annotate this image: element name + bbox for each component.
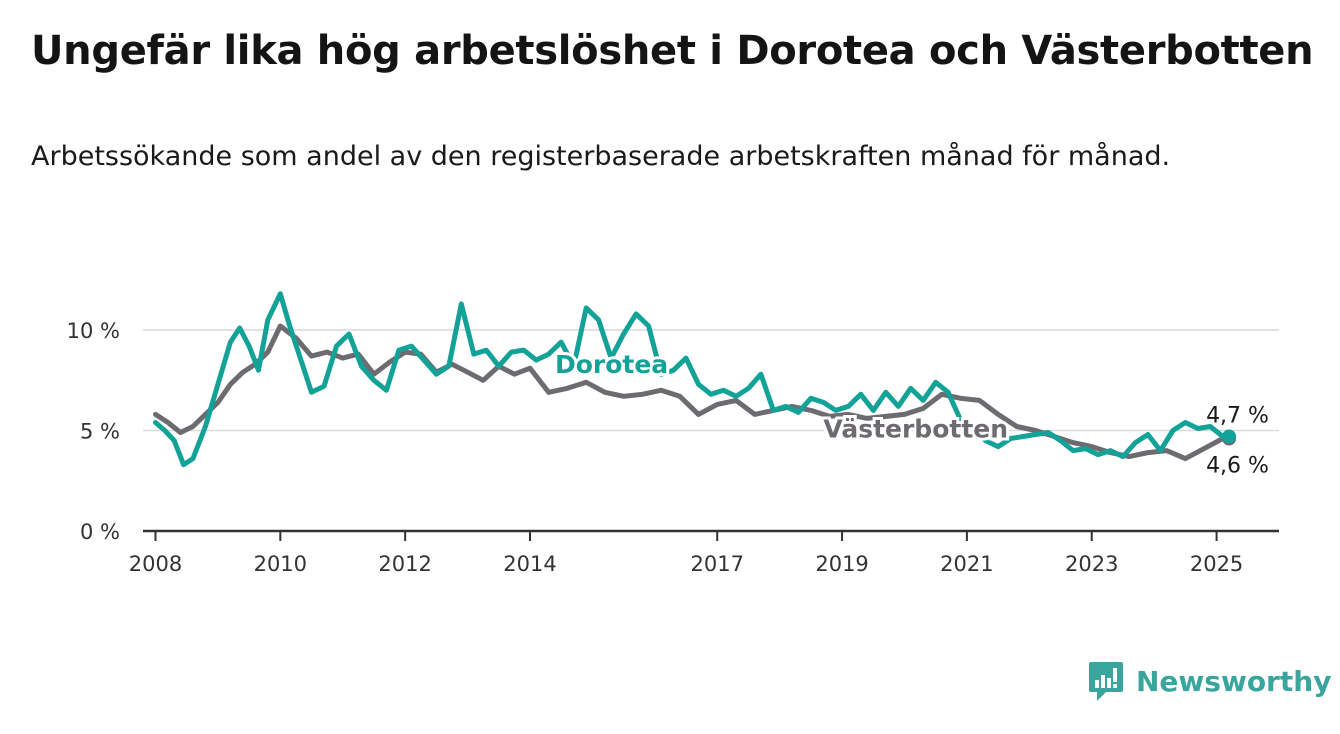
x-tick-label: 2023 (1065, 552, 1118, 576)
series-endpoint (1222, 429, 1237, 444)
newsworthy-logo-icon (1089, 662, 1123, 701)
brand-name: Newsworthy (1136, 664, 1332, 698)
x-tick-label: 2008 (129, 552, 182, 576)
series-lines (153, 291, 1237, 468)
x-tick-label: 2010 (254, 552, 307, 576)
chart-title: Ungefär lika hög arbetslöshet i Dorotea … (31, 28, 1314, 74)
x-tick-label: 2021 (940, 552, 993, 576)
brand-logo: Newsworthy (1088, 660, 1331, 702)
series-end-label: 4,7 % (1206, 404, 1269, 429)
x-tick-label: 2017 (691, 552, 744, 576)
x-tick-label: 2025 (1190, 552, 1243, 576)
series-line-dorotea (153, 291, 1232, 468)
grid-lines (143, 329, 1279, 432)
axes: 0 % 5 % 10 % 2008 2010 2012 2014 2017 2019 2021 20… (67, 319, 1279, 576)
series-end-label: 4,6 % (1206, 454, 1269, 479)
series-label-västerbotten: Västerbotten (823, 414, 1008, 443)
x-tick-label: 2019 (815, 552, 868, 576)
x-tick-label: 2012 (378, 552, 431, 576)
series-label-dorotea: Dorotea (555, 350, 668, 379)
series-labels: 4,6 % 4,7 % Dorotea Västerbotten (552, 347, 1271, 480)
y-tick-label: 0 % (80, 520, 120, 544)
chart-subtitle: Arbetssökande som andel av den registerb… (31, 141, 1171, 172)
y-tick-label: 5 % (80, 420, 120, 444)
x-tick-label: 2014 (503, 552, 556, 576)
y-tick-label: 10 % (67, 319, 120, 343)
